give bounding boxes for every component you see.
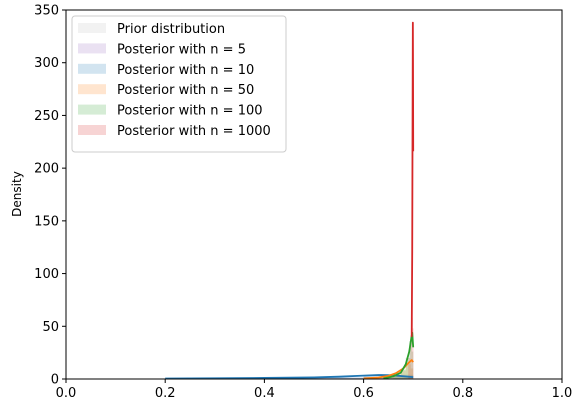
x-tick-label: 1.0: [552, 386, 573, 401]
x-tick-label: 0.2: [155, 386, 176, 401]
y-tick-label: 250: [34, 109, 59, 124]
y-axis: 0 50 100 150 200 250 300 350: [34, 4, 66, 388]
kde-posterior-with-n-50: [363, 359, 414, 380]
legend-label: Posterior with n = 1000: [117, 124, 271, 139]
legend-label: Posterior with n = 5: [117, 42, 246, 57]
y-tick-label: 150: [34, 214, 59, 229]
legend-item: Posterior with n = 10: [78, 63, 254, 78]
legend-swatch: [78, 84, 106, 95]
hist-bar: [393, 375, 401, 379]
y-tick-label: 350: [34, 4, 59, 19]
hist-bar: [411, 351, 414, 379]
hist-bar: [314, 377, 364, 379]
legend-item: Posterior with n = 100: [78, 104, 263, 119]
y-tick-label: 200: [34, 162, 59, 177]
kde-posterior-with-n-10: [165, 374, 414, 380]
legend-item: Posterior with n = 5: [78, 42, 246, 57]
hist-bar: [314, 377, 364, 379]
legend: Prior distribution Posterior with n = 5 Po…: [71, 15, 287, 153]
legend-swatch: [78, 63, 106, 74]
legend-swatch: [78, 104, 106, 115]
kde-posterior-with-n-1000: [410, 21, 415, 337]
hist-bar: [405, 364, 411, 379]
hist-bar: [388, 375, 414, 379]
legend-label: Prior distribution: [117, 22, 225, 37]
legend-item: Posterior with n = 50: [78, 83, 254, 98]
hist-bar: [363, 377, 414, 379]
hist-bar: [405, 357, 410, 379]
y-tick-label: 100: [34, 267, 59, 282]
hist-posterior-with-n-1000: [408, 317, 414, 379]
x-tick-label: 0.8: [452, 386, 473, 401]
y-tick-label: 0: [51, 373, 59, 388]
legend-frame: [71, 15, 287, 153]
x-tick-label: 0.0: [56, 386, 77, 401]
x-tick-label: 0.6: [353, 386, 374, 401]
hist-bar: [412, 328, 414, 379]
hist-bar: [398, 370, 406, 379]
y-tick-label: 300: [34, 56, 59, 71]
legend-label: Posterior with n = 50: [117, 83, 254, 98]
y-axis-label: Density: [10, 171, 24, 217]
legend-swatch: [78, 43, 106, 54]
legend-swatch: [78, 125, 106, 135]
legend-label: Posterior with n = 10: [117, 63, 254, 78]
hist-bar: [314, 377, 364, 379]
x-tick-label: 0.4: [254, 386, 275, 401]
hist-bar: [410, 336, 412, 379]
legend-item: Prior distribution: [78, 22, 225, 37]
y-tick-label: 50: [42, 320, 59, 335]
x-axis: 0.0 0.2 0.4 0.6 0.8 1.0: [56, 379, 573, 401]
legend-label: Posterior with n = 100: [117, 104, 263, 119]
plot-frame: [65, 9, 563, 380]
hist-bar: [410, 368, 414, 379]
legend-item: Posterior with n = 1000: [78, 124, 271, 139]
hist-bar: [408, 357, 411, 379]
legend-items: Prior distribution Posterior with n = 5 Po…: [78, 22, 271, 139]
hist-bar: [400, 369, 406, 379]
legend-swatch: [78, 23, 106, 33]
kde-layer: [165, 21, 415, 380]
hist-bar: [411, 317, 413, 379]
